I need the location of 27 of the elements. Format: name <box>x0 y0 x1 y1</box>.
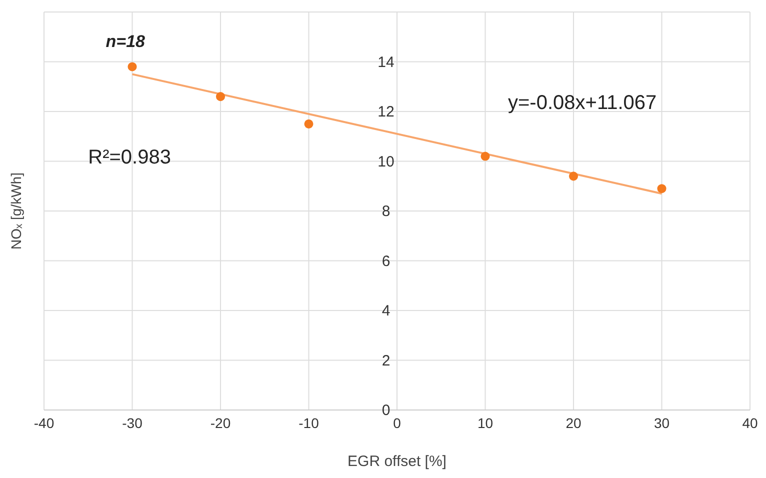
x-axis-title: EGR offset [%] <box>348 453 446 470</box>
point <box>304 119 314 128</box>
y-tick-label: 2 <box>382 352 390 370</box>
y-tick-label: 8 <box>382 203 390 220</box>
y-tick-label: 0 <box>382 402 390 419</box>
x-tick-label: 10 <box>477 414 494 431</box>
x-tick-label: 40 <box>742 414 758 431</box>
y-tick-label: 10 <box>378 153 394 170</box>
x-tick-label: 30 <box>654 414 670 431</box>
point <box>657 184 666 194</box>
y-tick-label: 6 <box>382 252 390 270</box>
y-tick-label: 4 <box>382 302 390 320</box>
x-tick-label: -20 <box>210 414 231 431</box>
annotation: y=-0.08x+11.067 <box>508 92 657 114</box>
point <box>128 62 137 72</box>
point <box>480 152 490 161</box>
x-tick-label: -10 <box>298 414 320 431</box>
x-tick-label: 20 <box>566 414 582 431</box>
y-tick-label: 12 <box>378 104 394 120</box>
y-tick-label: 14 <box>378 54 394 71</box>
x-tick-label: -30 <box>122 414 143 431</box>
x-tick-label: -40 <box>34 414 54 431</box>
y-axis-title: NOₓ [g/kWh] <box>8 172 24 250</box>
point <box>568 172 578 181</box>
annotation: n=18 <box>106 32 146 51</box>
point <box>216 92 226 102</box>
annotation: R²=0.983 <box>88 146 171 169</box>
